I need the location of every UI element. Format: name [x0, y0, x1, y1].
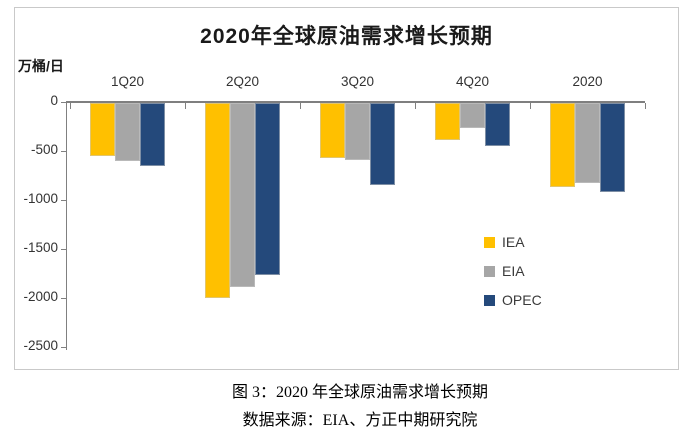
x-axis-boundary-tick — [415, 103, 416, 109]
y-axis-tick — [61, 200, 67, 201]
x-axis-label-1Q20: 1Q20 — [110, 74, 145, 89]
chart-frame — [14, 7, 679, 370]
y-axis-label--1500: -1500 — [23, 240, 58, 255]
y-axis-tick — [61, 298, 67, 299]
bar-iea-1Q20 — [90, 103, 115, 156]
legend-item-eia: EIA — [484, 262, 542, 280]
x-axis-boundary-tick — [530, 103, 531, 109]
y-axis-tick — [61, 151, 67, 152]
legend-label-opec: OPEC — [502, 292, 542, 308]
bar-eia-2Q20 — [230, 103, 255, 287]
y-axis-label-0: 0 — [50, 93, 58, 108]
y-axis-label--2500: -2500 — [23, 338, 58, 353]
bar-eia-2020 — [575, 103, 600, 183]
legend: IEA EIA OPEC — [484, 233, 542, 320]
x-axis-boundary-tick — [185, 103, 186, 109]
figure-caption: 图 3：2020 年全球原油需求增长预期 — [231, 384, 488, 401]
legend-item-opec: OPEC — [484, 291, 542, 309]
bar-iea-4Q20 — [435, 103, 460, 140]
y-axis-tick — [61, 347, 67, 348]
legend-swatch-iea — [484, 236, 495, 248]
bar-iea-3Q20 — [320, 103, 345, 158]
legend-swatch-opec — [484, 294, 495, 306]
y-axis-tick — [61, 102, 67, 103]
chart-title: 2020年全球原油需求增长预期 — [200, 25, 493, 48]
bar-opec-4Q20 — [485, 103, 510, 146]
bar-opec-2Q20 — [255, 103, 280, 275]
bar-eia-1Q20 — [115, 103, 140, 161]
legend-item-iea: IEA — [484, 233, 542, 251]
x-axis-label-4Q20: 4Q20 — [455, 74, 490, 89]
y-axis-unit-label: 万桶/日 — [18, 58, 64, 74]
bar-iea-2Q20 — [205, 103, 230, 298]
source-caption: 数据来源：EIA、方正中期研究院 — [242, 412, 478, 429]
bar-eia-3Q20 — [345, 103, 370, 160]
x-axis-line — [67, 101, 645, 103]
y-axis-tick — [61, 249, 67, 250]
bar-eia-4Q20 — [460, 103, 485, 128]
y-axis-label--1000: -1000 — [23, 191, 58, 206]
legend-label-iea: IEA — [502, 234, 525, 250]
y-axis-line — [66, 101, 67, 350]
legend-swatch-eia — [484, 265, 495, 277]
bar-iea-2020 — [550, 103, 575, 187]
x-axis-label-3Q20: 3Q20 — [340, 74, 375, 89]
x-axis-label-2020: 2020 — [572, 74, 603, 89]
x-axis-label-2Q20: 2Q20 — [225, 74, 260, 89]
y-axis-label--500: -500 — [30, 142, 58, 157]
bar-opec-2020 — [600, 103, 625, 192]
x-axis-boundary-tick — [645, 103, 646, 109]
bar-opec-1Q20 — [140, 103, 165, 166]
legend-label-eia: EIA — [502, 263, 525, 279]
y-axis-label--2000: -2000 — [23, 289, 58, 304]
x-axis-boundary-tick — [300, 103, 301, 109]
x-axis-boundary-tick — [70, 103, 71, 109]
bar-opec-3Q20 — [370, 103, 395, 185]
